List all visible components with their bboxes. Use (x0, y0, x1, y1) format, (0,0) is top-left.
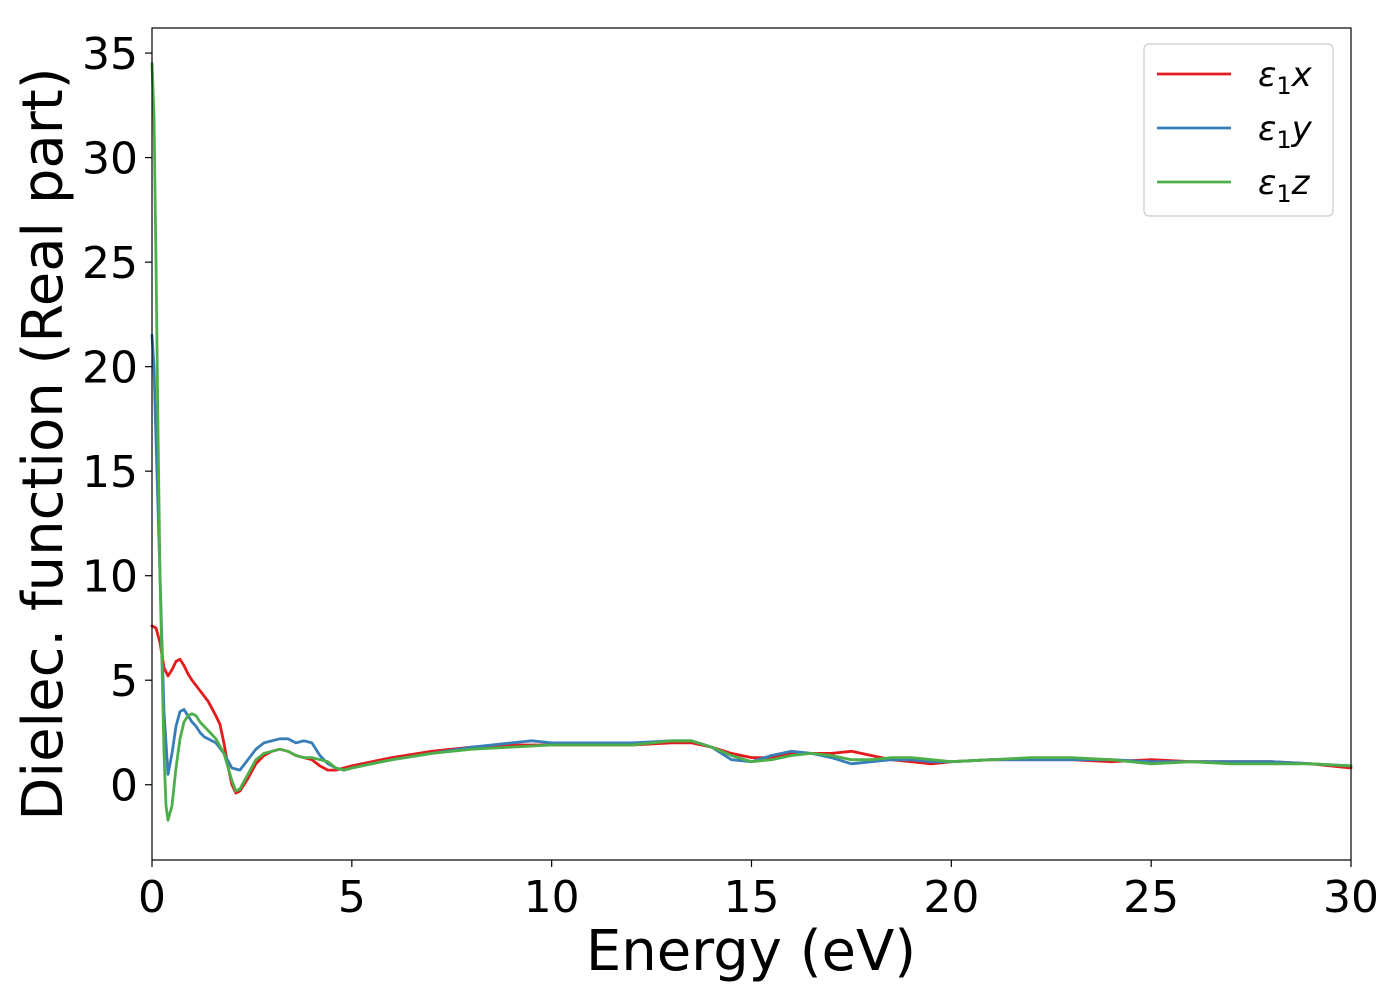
legend-label-2: ε1z (1258, 163, 1311, 208)
x-tick-label: 25 (1123, 872, 1179, 923)
y-tick-label: 0 (110, 761, 138, 812)
x-tick-label: 30 (1323, 872, 1379, 923)
series-layer (150, 62, 1353, 822)
x-tick-label: 0 (138, 872, 166, 923)
legend-symbol: ε (1258, 163, 1276, 203)
y-tick-label: 10 (82, 552, 138, 603)
legend-variable: y (1291, 109, 1313, 149)
x-tick-label: 10 (524, 872, 580, 923)
x-tick-label: 5 (338, 872, 366, 923)
y-tick-label: 20 (82, 343, 138, 394)
y-tick-label: 30 (82, 134, 138, 185)
y-tick-label: 15 (82, 447, 138, 498)
legend-label-1: ε1y (1258, 109, 1313, 154)
series-line-2 (150, 62, 1353, 822)
series-line-0 (150, 624, 1353, 795)
x-tick-label: 15 (724, 872, 780, 923)
legend-label-0: ε1x (1258, 55, 1313, 100)
legend-box (1143, 43, 1334, 217)
x-axis-label: Energy (eV) (586, 919, 916, 984)
y-axis: 0 5 10 15 20 25 30 35 (82, 29, 152, 812)
y-tick-label: 35 (82, 29, 138, 80)
y-tick-label: 5 (110, 656, 138, 707)
legend-symbol: ε (1258, 109, 1276, 149)
legend-variable: x (1291, 55, 1313, 95)
legend-subscript: 1 (1276, 126, 1291, 154)
legend-symbol: ε (1258, 55, 1276, 95)
y-tick-label: 25 (82, 238, 138, 289)
legend-subscript: 1 (1276, 72, 1291, 100)
legend-subscript: 1 (1276, 180, 1291, 208)
x-axis: 0 5 10 15 20 25 30 (138, 860, 1379, 923)
y-axis-label: Dielec. function (Real part) (11, 67, 76, 820)
x-tick-label: 20 (923, 872, 979, 923)
legend-variable: z (1291, 163, 1311, 203)
